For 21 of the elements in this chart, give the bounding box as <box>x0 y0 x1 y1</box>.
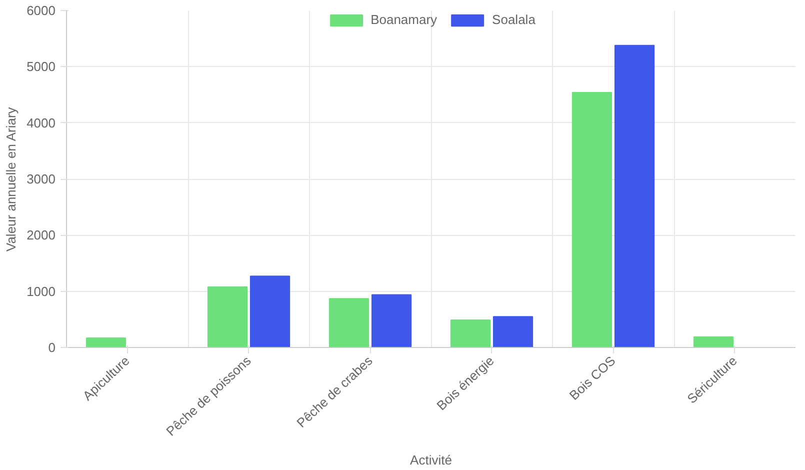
y-tick-label: 5000 <box>26 59 56 74</box>
bar <box>693 336 734 348</box>
bar <box>492 316 534 348</box>
bar <box>371 294 412 348</box>
y-tick-label: 0 <box>48 340 56 355</box>
y-axis-title: Valeur annuelle en Ariary <box>4 106 19 252</box>
bar <box>250 276 290 348</box>
x-axis-title: Activité <box>410 452 452 468</box>
y-tick-label: 3000 <box>26 172 56 186</box>
bar <box>572 92 612 348</box>
legend-label: Boanamary <box>370 12 438 27</box>
y-tick-label: 2000 <box>26 228 56 243</box>
bar <box>450 319 491 348</box>
y-tick-label: 1000 <box>26 284 56 299</box>
y-tick-label: 6000 <box>26 3 56 18</box>
y-tick-label: 4000 <box>26 115 56 130</box>
bar <box>614 44 655 348</box>
bar <box>207 286 248 348</box>
bar <box>86 337 126 348</box>
bar <box>328 298 370 348</box>
legend-label: Soalala <box>492 12 536 27</box>
